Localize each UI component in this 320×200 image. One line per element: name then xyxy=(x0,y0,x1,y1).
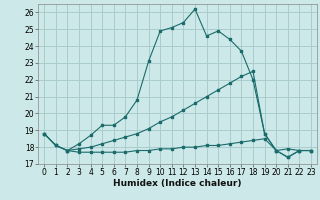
X-axis label: Humidex (Indice chaleur): Humidex (Indice chaleur) xyxy=(113,179,242,188)
